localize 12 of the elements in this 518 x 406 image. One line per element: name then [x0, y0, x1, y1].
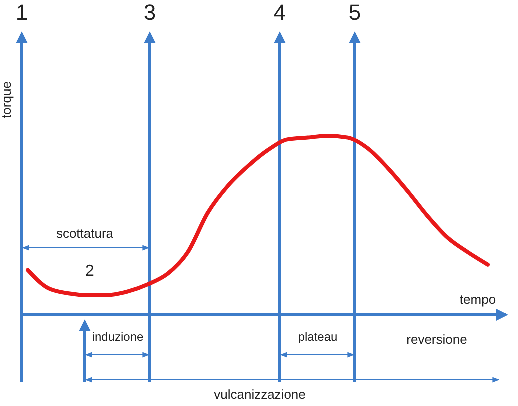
annotation: 2 [86, 263, 95, 280]
text: induzione [92, 330, 144, 344]
text: 4 [274, 0, 286, 25]
annotation: scottatura [56, 226, 114, 241]
text: 1 [16, 0, 28, 25]
text: 5 [348, 0, 362, 25]
text: plateau [298, 330, 338, 344]
y-axis-title: torque [0, 82, 14, 118]
text: 3 [144, 0, 156, 25]
x-axis-title: tempo [460, 292, 496, 307]
text: vulcanizzazione [214, 387, 306, 402]
text: reversione [406, 332, 468, 347]
